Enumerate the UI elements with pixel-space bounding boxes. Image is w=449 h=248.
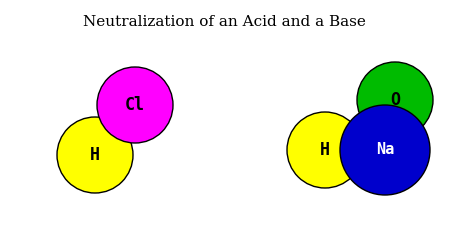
Text: Na: Na — [376, 143, 394, 157]
Circle shape — [97, 67, 173, 143]
Text: H: H — [90, 146, 100, 164]
Circle shape — [357, 62, 433, 138]
Text: Cl: Cl — [125, 96, 145, 114]
Circle shape — [57, 117, 133, 193]
Text: Neutralization of an Acid and a Base: Neutralization of an Acid and a Base — [83, 15, 366, 29]
Circle shape — [340, 105, 430, 195]
Circle shape — [287, 112, 363, 188]
Text: O: O — [390, 91, 400, 109]
Text: H: H — [320, 141, 330, 159]
